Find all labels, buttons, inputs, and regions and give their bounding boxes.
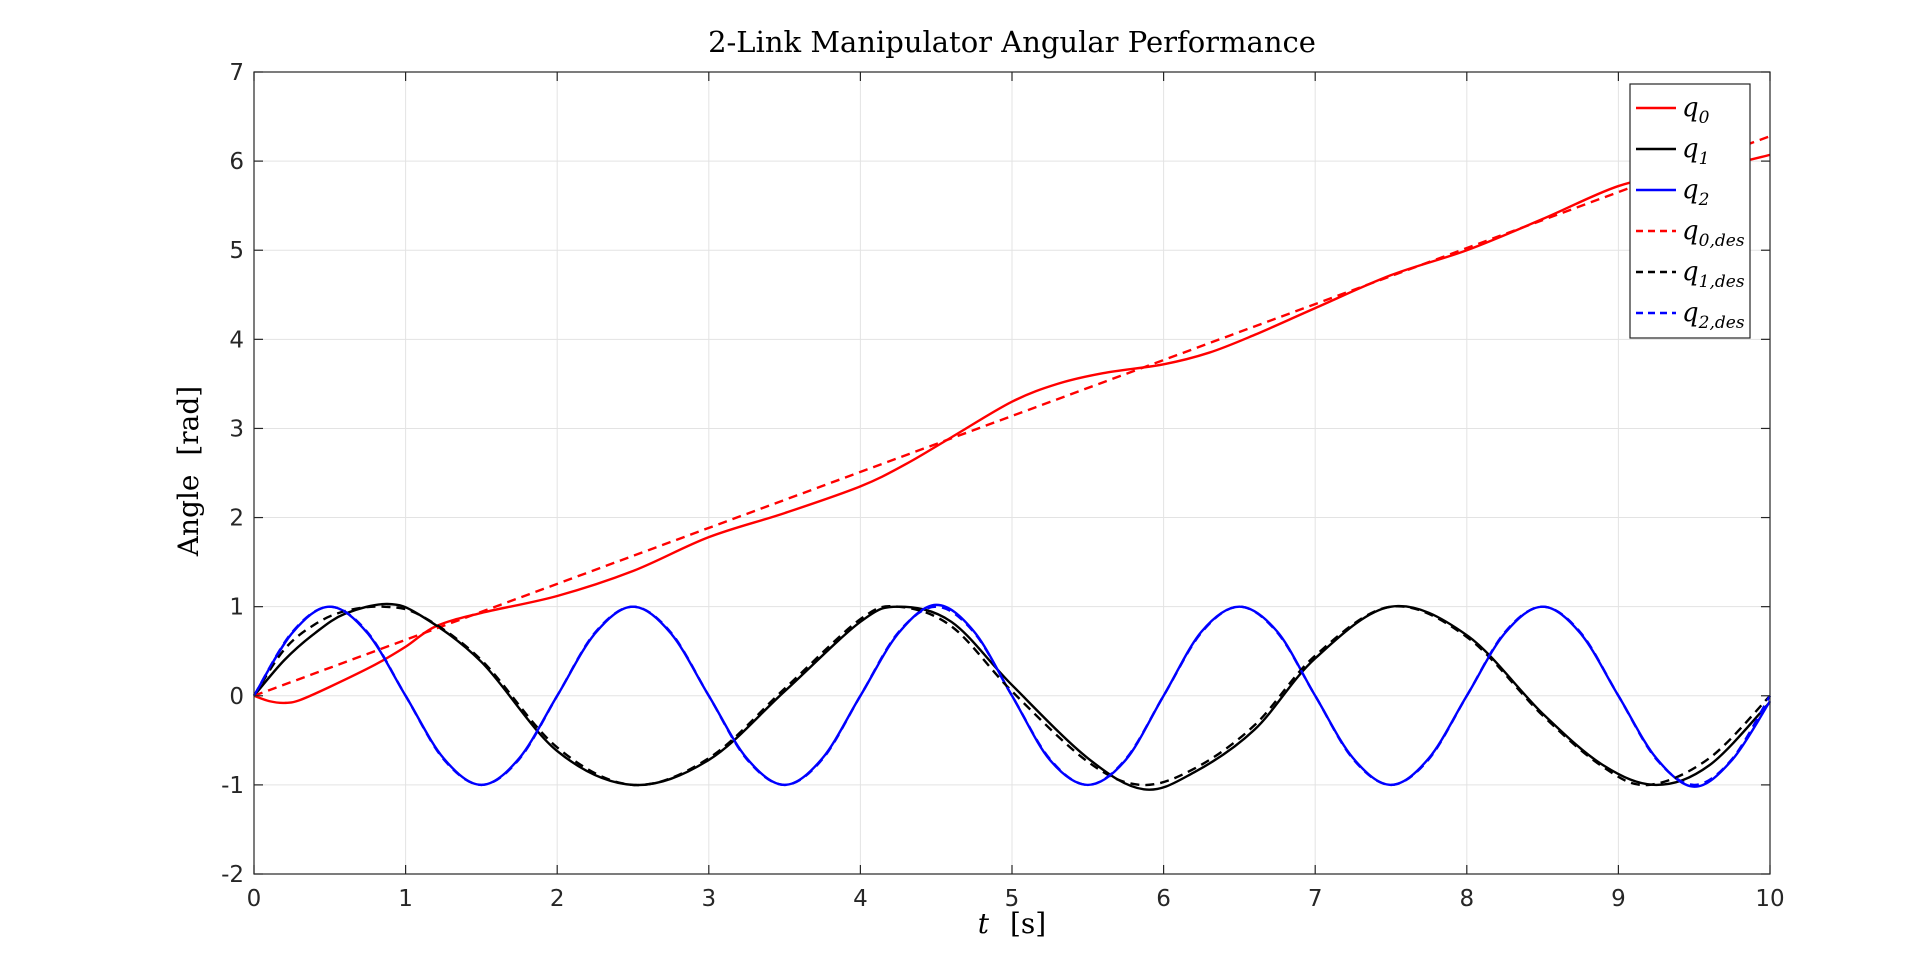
x-tick-label: 5 bbox=[1005, 886, 1020, 912]
x-tick-label: 3 bbox=[701, 886, 716, 912]
legend-label: q2,des bbox=[1682, 298, 1745, 333]
series-q-1-des-line bbox=[252, 604, 1771, 787]
y-tick-label: 5 bbox=[229, 238, 244, 264]
x-tick-label: 9 bbox=[1611, 886, 1626, 912]
legend-label-base: q bbox=[1682, 216, 1699, 246]
y-tick-label: 2 bbox=[229, 506, 244, 532]
legend-entry: q2 bbox=[1636, 175, 1709, 210]
legend-label: q1 bbox=[1682, 134, 1709, 169]
chart-title: 2-Link Manipulator Angular Performance bbox=[708, 25, 1316, 59]
x-tick-label: 7 bbox=[1308, 886, 1323, 912]
y-axis-label-unit: [rad] bbox=[172, 386, 205, 456]
legend-label-base: q bbox=[1682, 298, 1699, 328]
y-tick-label: 4 bbox=[229, 327, 244, 353]
y-axis-label: Angle [rad] bbox=[172, 386, 205, 557]
legend-label-sub: 1 bbox=[1699, 149, 1710, 169]
legend-entry: q0,des bbox=[1636, 216, 1745, 251]
series-q-0-line bbox=[253, 153, 1771, 705]
legend-box bbox=[1629, 83, 1751, 339]
x-tick-label: 6 bbox=[1156, 886, 1171, 912]
y-tick-label: 3 bbox=[229, 416, 244, 442]
legend-label-sub: 1,des bbox=[1699, 272, 1745, 292]
grid-lines bbox=[253, 71, 1771, 875]
x-tick-label: 2 bbox=[550, 886, 565, 912]
x-tick-label: 10 bbox=[1755, 886, 1784, 912]
series-q-1-line bbox=[253, 602, 1771, 791]
y-axis-label-main: Angle bbox=[172, 475, 205, 558]
series-q-2-des-line bbox=[252, 605, 1772, 787]
y-tick-label: -2 bbox=[221, 862, 244, 888]
x-axis-label-unit: [s] bbox=[1010, 907, 1046, 940]
legend-label-sub: 2 bbox=[1698, 190, 1710, 210]
plot-lines bbox=[252, 135, 1772, 791]
legend-entry: q1,des bbox=[1636, 257, 1745, 292]
legend-label-sub: 0 bbox=[1699, 108, 1710, 128]
y-tick-label: 0 bbox=[229, 684, 244, 710]
y-tick-label: -1 bbox=[221, 773, 244, 799]
x-axis-ticks: 0 1 2 3 4 5 6 7 8 9 10 bbox=[247, 72, 1785, 912]
x-axis-label-main: t bbox=[978, 907, 990, 940]
legend-entry: q0 bbox=[1636, 93, 1710, 128]
legend-label: q0 bbox=[1682, 93, 1710, 128]
legend-label-base: q bbox=[1682, 93, 1699, 123]
legend-label: q0,des bbox=[1682, 216, 1745, 251]
legend-label-sub: 0,des bbox=[1699, 231, 1745, 251]
x-tick-label: 8 bbox=[1459, 886, 1474, 912]
y-tick-label: 1 bbox=[229, 595, 244, 621]
legend-entry: q1 bbox=[1636, 134, 1709, 169]
x-tick-label: 4 bbox=[853, 886, 868, 912]
x-tick-label: 1 bbox=[398, 886, 413, 912]
y-axis-ticks: -2 -1 0 1 2 3 4 5 6 7 bbox=[221, 60, 1770, 888]
legend-label: q1,des bbox=[1682, 257, 1745, 292]
legend-label-base: q bbox=[1682, 257, 1699, 287]
legend-label: q2 bbox=[1682, 175, 1709, 210]
y-tick-label: 7 bbox=[229, 60, 244, 86]
legend-label-base: q bbox=[1682, 134, 1699, 164]
legend-label-base: q bbox=[1682, 175, 1699, 205]
legend-entry: q2,des bbox=[1636, 298, 1745, 333]
y-tick-label: 6 bbox=[229, 149, 244, 175]
x-tick-label: 0 bbox=[247, 886, 262, 912]
x-axis-label: t [s] bbox=[978, 907, 1046, 940]
legend-label-sub: 2,des bbox=[1698, 313, 1745, 333]
